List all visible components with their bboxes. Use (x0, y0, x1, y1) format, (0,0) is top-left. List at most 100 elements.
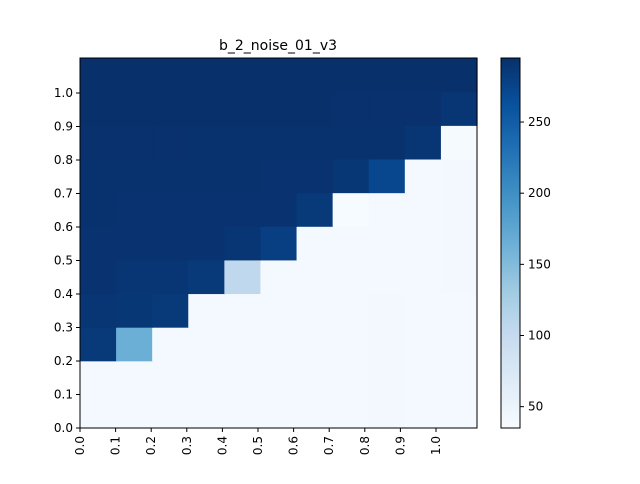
heatmap-cell (405, 58, 442, 92)
heatmap-cell (333, 193, 370, 227)
heatmap-cell (188, 260, 225, 294)
heatmap-cell (152, 327, 189, 361)
heatmap-cell (297, 193, 334, 227)
heatmap-cell (224, 92, 261, 126)
heatmap-cell (80, 92, 117, 126)
heatmap-cell (333, 125, 370, 159)
heatmap-cell (441, 226, 478, 260)
heatmap-cell (369, 58, 406, 92)
heatmap-cell (297, 226, 334, 260)
heatmap-cell (297, 260, 334, 294)
heatmap-cell (405, 92, 442, 126)
heatmap-cell (333, 92, 370, 126)
heatmap-cell (405, 361, 442, 395)
heatmap-cell (297, 293, 334, 327)
y-tick-label: 0.4 (54, 287, 73, 301)
x-tick-label: 0.7 (322, 436, 336, 455)
heatmap-cell (369, 92, 406, 126)
heatmap-cell (441, 92, 478, 126)
heatmap-cell (260, 260, 297, 294)
heatmap-cell (224, 58, 261, 92)
heatmap-cell (152, 394, 189, 428)
heatmap-cell (224, 226, 261, 260)
heatmap-cell (369, 293, 406, 327)
heatmap-cell (333, 226, 370, 260)
heatmap-cell (333, 293, 370, 327)
heatmap-cell (188, 327, 225, 361)
heatmap-cell (80, 361, 117, 395)
y-tick-label: 0.8 (54, 153, 73, 167)
heatmap-cell (441, 327, 478, 361)
colorbar-ticks: 50 100 150 200 250 (520, 115, 551, 414)
heatmap-cell (441, 361, 478, 395)
heatmap-cell (188, 394, 225, 428)
y-tick-label: 0.9 (54, 120, 73, 134)
heatmap-cell (224, 327, 261, 361)
heatmap-cell (152, 226, 189, 260)
heatmap-cell (297, 92, 334, 126)
heatmap-cell (152, 193, 189, 227)
colorbar (501, 58, 520, 428)
heatmap-cell (152, 125, 189, 159)
heatmap-cell (333, 58, 370, 92)
x-tick-label: 0.4 (215, 436, 229, 455)
heatmap-cell (369, 226, 406, 260)
heatmap-cell (260, 361, 297, 395)
heatmap-cell (369, 193, 406, 227)
heatmap-cell (441, 58, 478, 92)
heatmap-cell (260, 327, 297, 361)
heatmap-cell (152, 159, 189, 193)
x-tick-label: 0.2 (144, 436, 158, 455)
heatmap-cell (188, 58, 225, 92)
x-tick-label: 0.1 (109, 436, 123, 455)
heatmap-cell (188, 159, 225, 193)
heatmap-cell (441, 394, 478, 428)
heatmap-cell (260, 394, 297, 428)
heatmap-cell (297, 58, 334, 92)
heatmap-cell (116, 260, 153, 294)
heatmap-cell (188, 92, 225, 126)
x-tick-label: 0.5 (251, 436, 265, 455)
x-tick-label: 0.0 (73, 436, 87, 455)
heatmap-cell (405, 293, 442, 327)
heatmap-cell (116, 361, 153, 395)
heatmap-cell (369, 159, 406, 193)
heatmap-cell (80, 58, 117, 92)
heatmap-cell (188, 361, 225, 395)
x-tick-label: 0.6 (287, 436, 301, 455)
heatmap-cell (297, 394, 334, 428)
heatmap-cell (116, 293, 153, 327)
colorbar-tick-label: 50 (528, 400, 543, 414)
colorbar-tick-label: 100 (528, 329, 551, 343)
heatmap-cell (405, 159, 442, 193)
heatmap-cells (80, 58, 478, 429)
y-tick-label: 0.1 (54, 388, 73, 402)
heatmap-cell (116, 58, 153, 92)
heatmap-cell (80, 193, 117, 227)
heatmap-cell (369, 327, 406, 361)
heatmap-cell (116, 159, 153, 193)
heatmap-cell (441, 193, 478, 227)
heatmap-cell (224, 260, 261, 294)
heatmap-cell (260, 193, 297, 227)
heatmap-cell (260, 58, 297, 92)
heatmap-cell (188, 125, 225, 159)
heatmap-cell (405, 193, 442, 227)
x-axis: 0.0 0.1 0.2 0.3 0.4 0.5 0.6 0.7 0.8 0.9 1.0 (73, 428, 443, 455)
heatmap-cell (405, 327, 442, 361)
heatmap-cell (260, 293, 297, 327)
heatmap-cell (333, 159, 370, 193)
heatmap-cell (80, 125, 117, 159)
heatmap-cell (188, 293, 225, 327)
heatmap-cell (116, 92, 153, 126)
heatmap-cell (297, 361, 334, 395)
heatmap-cell (152, 361, 189, 395)
heatmap-cell (333, 361, 370, 395)
y-tick-label: 0.3 (54, 321, 73, 335)
heatmap-cell (80, 293, 117, 327)
heatmap-cell (80, 226, 117, 260)
heatmap-cell (297, 327, 334, 361)
x-tick-label: 0.3 (180, 436, 194, 455)
heatmap-cell (116, 226, 153, 260)
heatmap-cell (152, 92, 189, 126)
